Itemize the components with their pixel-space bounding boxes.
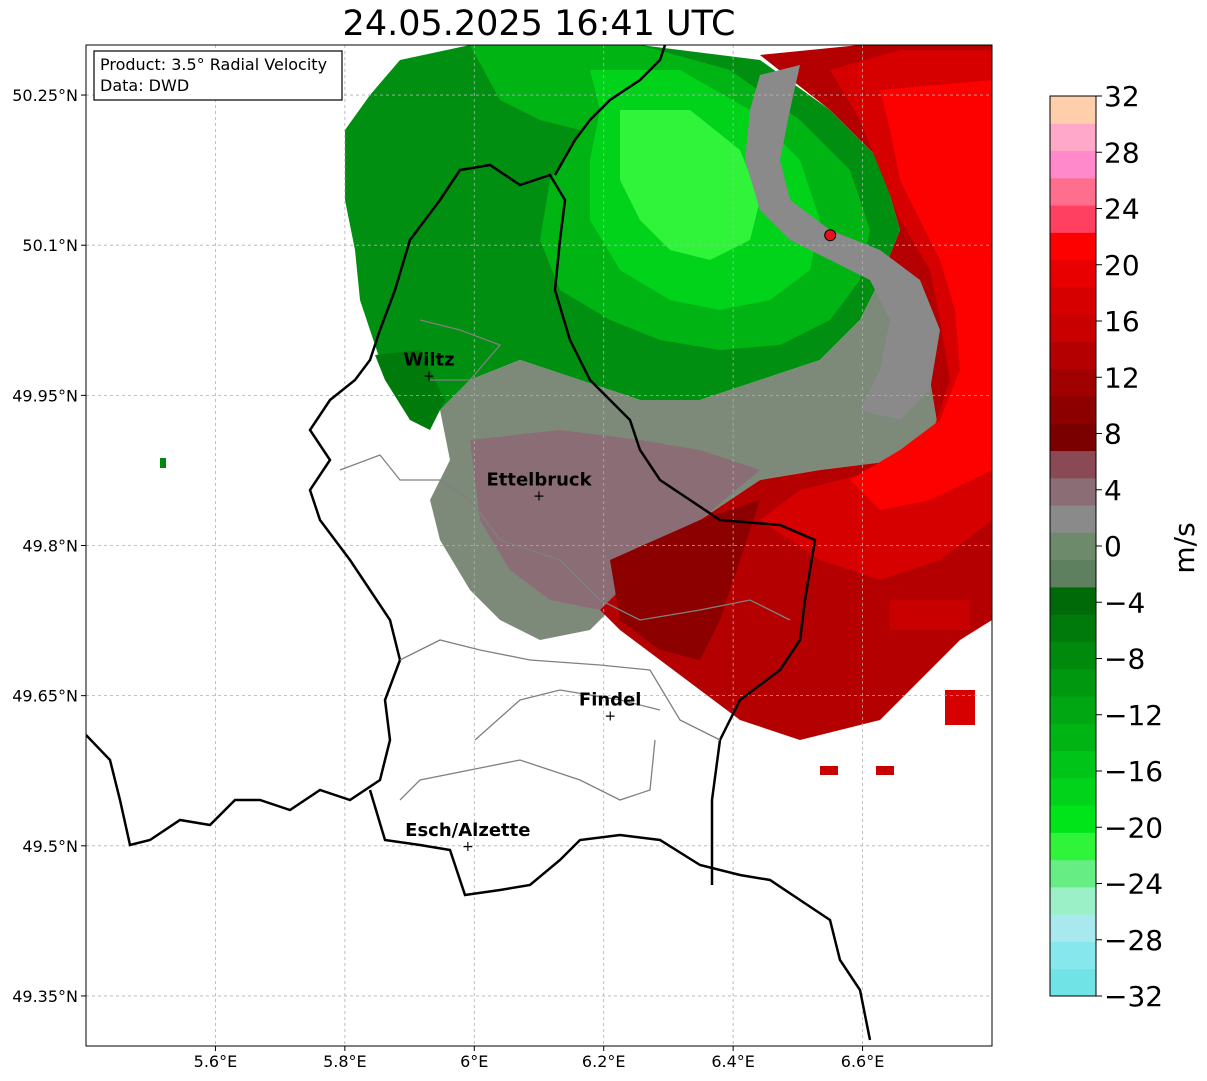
city-label: Ettelbruck — [486, 469, 592, 490]
chart-title: 24.05.2025 16:41 UTC — [342, 4, 736, 44]
city-marker-cross: + — [423, 368, 435, 384]
lat-tick-label: 49.5°N — [22, 837, 78, 856]
city-label: Findel — [579, 690, 642, 711]
admin-borders — [339, 319, 791, 801]
city-marker-cross: + — [533, 488, 545, 504]
lon-tick-label: 6.4°E — [711, 1052, 755, 1071]
lat-tick-label: 49.95°N — [12, 386, 78, 405]
data-source-label: Data: DWD — [100, 76, 189, 95]
lat-tick-label: 49.35°N — [12, 987, 78, 1006]
velocity-echoes — [160, 45, 992, 775]
city-marker-cross: + — [604, 709, 616, 725]
city-markers: +Wiltz+Ettelbruck+Findel+Esch/Alzette — [403, 349, 641, 854]
lat-tick-label: 50.25°N — [12, 86, 78, 105]
city-label: Wiltz — [403, 349, 454, 370]
product-info-box: Product: 3.5° Radial Velocity Data: DWD — [93, 50, 343, 101]
longitude-ticks: 5.6°E 5.8°E 6°E 6.2°E 6.4°E 6.6°E — [194, 1046, 885, 1071]
lon-tick-label: 6.2°E — [582, 1052, 626, 1071]
radar-site-marker — [824, 229, 837, 242]
lat-tick-label: 49.8°N — [22, 537, 78, 556]
lat-tick-label: 49.65°N — [12, 687, 78, 706]
country-borders — [86, 45, 872, 1041]
city-marker-cross: + — [462, 839, 474, 855]
lon-tick-label: 6°E — [460, 1052, 488, 1071]
product-label: Product: 3.5° Radial Velocity — [100, 55, 327, 74]
city-label: Esch/Alzette — [405, 820, 530, 841]
latitude-ticks: 50.25°N 50.1°N 49.95°N 49.8°N 49.65°N 49.5°N 4… — [12, 86, 86, 1006]
radar-site-dot — [824, 229, 837, 242]
lon-tick-label: 5.6°E — [194, 1052, 238, 1071]
lon-tick-label: 5.8°E — [323, 1052, 367, 1071]
lat-tick-label: 50.1°N — [22, 236, 78, 255]
lon-tick-label: 6.6°E — [841, 1052, 885, 1071]
